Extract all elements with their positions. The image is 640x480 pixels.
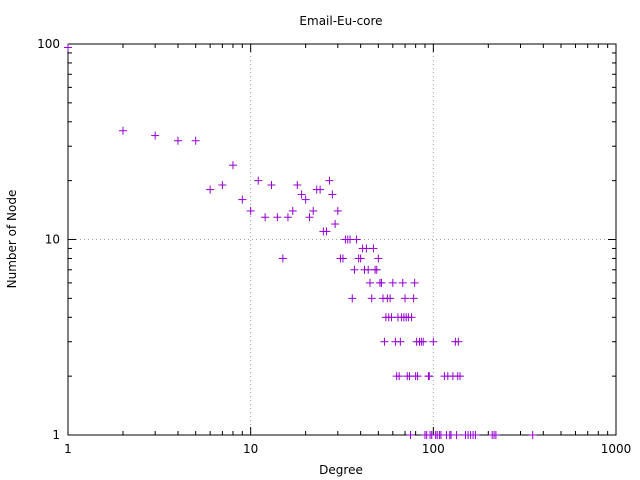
- data-point: [348, 294, 357, 303]
- x-tick-label: 10: [243, 442, 258, 456]
- y-tick-label: 1: [52, 428, 60, 442]
- data-point: [316, 185, 325, 194]
- data-point: [328, 190, 337, 199]
- data-point: [293, 181, 302, 190]
- data-point: [297, 190, 306, 199]
- data-point: [191, 136, 200, 145]
- data-point: [338, 254, 347, 263]
- data-point: [118, 126, 127, 135]
- data-point: [386, 294, 395, 303]
- y-axis-label: Number of Node: [5, 190, 19, 289]
- data-point: [396, 337, 405, 346]
- data-point: [151, 131, 160, 140]
- data-point: [309, 206, 318, 215]
- grid-lines: [68, 44, 616, 435]
- data-point: [325, 176, 334, 185]
- y-tick-label: 10: [45, 233, 60, 247]
- data-point: [452, 431, 461, 439]
- data-point: [333, 206, 342, 215]
- data-point: [407, 313, 416, 322]
- data-point: [409, 294, 418, 303]
- data-point: [419, 337, 428, 346]
- data-point: [352, 235, 361, 244]
- data-point: [238, 195, 247, 204]
- x-axis-label: Degree: [319, 463, 363, 477]
- data-point: [369, 244, 378, 253]
- data-point: [365, 278, 374, 287]
- data-point: [288, 206, 297, 215]
- data-point: [372, 265, 381, 274]
- data-point: [528, 431, 537, 439]
- data-point: [471, 431, 480, 439]
- data-point: [454, 337, 463, 346]
- data-point: [398, 278, 407, 287]
- data-point: [267, 181, 276, 190]
- data-point: [228, 161, 237, 170]
- x-tick-label: 1: [64, 442, 72, 456]
- data-point: [322, 227, 331, 236]
- data-point: [206, 185, 215, 194]
- data-point: [331, 220, 340, 229]
- data-point: [406, 431, 415, 439]
- data-point: [64, 43, 72, 52]
- data-point: [283, 213, 292, 222]
- tick-labels: 1 10 100 1000 1 10 100: [37, 37, 631, 456]
- data-point: [261, 213, 270, 222]
- data-point: [273, 213, 282, 222]
- data-point: [374, 254, 383, 263]
- data-point: [413, 372, 422, 381]
- chart-title: Email-Eu-core: [299, 14, 382, 28]
- data-point: [401, 294, 410, 303]
- data-point: [364, 265, 373, 274]
- data-point: [491, 431, 500, 439]
- data-point: [173, 136, 182, 145]
- data-point: [425, 372, 434, 381]
- data-point: [410, 278, 419, 287]
- data-point: [278, 254, 287, 263]
- data-point: [301, 195, 310, 204]
- data-point: [380, 337, 389, 346]
- data-point: [305, 213, 314, 222]
- x-tick-label: 100: [422, 442, 445, 456]
- data-points: [64, 43, 537, 439]
- data-point: [350, 265, 359, 274]
- data-point: [395, 372, 404, 381]
- axes: [67, 43, 617, 436]
- data-point: [218, 181, 227, 190]
- data-point: [356, 254, 365, 263]
- y-tick-label: 100: [37, 37, 60, 51]
- data-point: [362, 244, 371, 253]
- data-point: [456, 372, 465, 381]
- x-tick-label: 1000: [601, 442, 632, 456]
- data-point: [246, 206, 255, 215]
- data-point: [377, 278, 386, 287]
- data-point: [254, 176, 263, 185]
- data-point: [388, 278, 397, 287]
- data-point: [367, 294, 376, 303]
- data-point: [429, 337, 438, 346]
